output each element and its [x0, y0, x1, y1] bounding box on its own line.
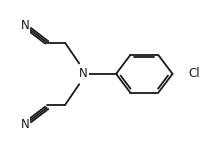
Text: Cl: Cl	[189, 67, 201, 80]
Text: N: N	[21, 19, 29, 32]
Text: N: N	[21, 118, 29, 131]
Text: N: N	[79, 67, 88, 80]
